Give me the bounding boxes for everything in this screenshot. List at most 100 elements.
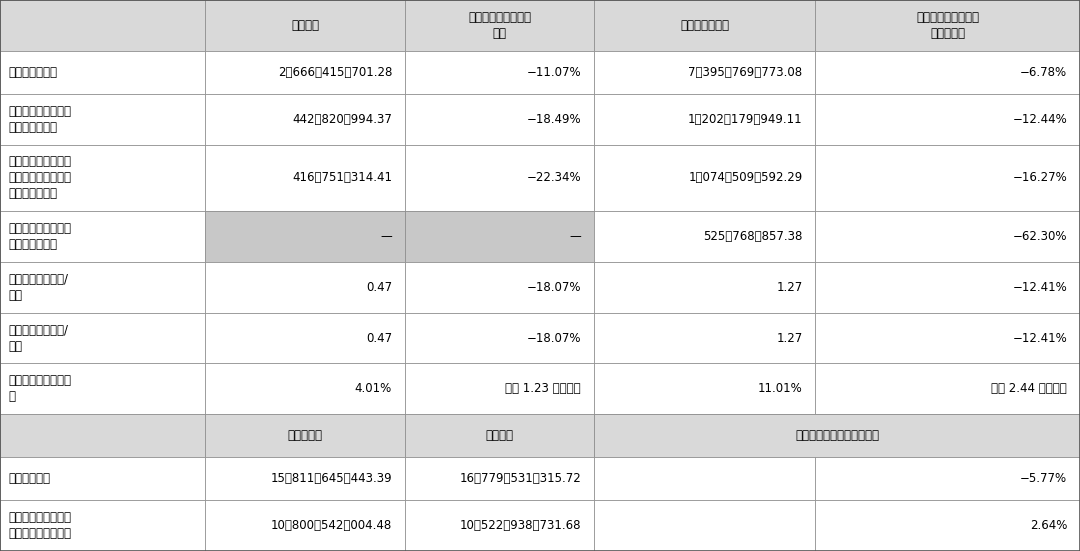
Bar bbox=[405, 262, 594, 312]
Bar bbox=[815, 500, 1080, 551]
Text: −5.77%: −5.77% bbox=[1020, 472, 1067, 485]
Text: 本报告期比上年同期
增减: 本报告期比上年同期 增减 bbox=[468, 11, 531, 40]
Bar bbox=[815, 144, 1080, 211]
Text: 上年度末: 上年度末 bbox=[486, 429, 513, 442]
Bar bbox=[815, 51, 1080, 94]
Text: −12.41%: −12.41% bbox=[1012, 280, 1067, 294]
Bar bbox=[594, 211, 815, 262]
Bar bbox=[0, 414, 205, 457]
Bar bbox=[405, 0, 594, 51]
Bar bbox=[0, 262, 205, 312]
Text: −22.34%: −22.34% bbox=[526, 171, 581, 184]
Text: 10，800，542，004.48: 10，800，542，004.48 bbox=[271, 519, 392, 532]
Bar bbox=[405, 364, 594, 414]
Bar bbox=[815, 0, 1080, 51]
Bar bbox=[205, 144, 405, 211]
Bar bbox=[205, 414, 405, 457]
Text: −18.07%: −18.07% bbox=[527, 280, 581, 294]
Bar bbox=[594, 94, 815, 144]
Text: 归属于上市公司股东
的扣除非经常性损益
的净利润（元）: 归属于上市公司股东 的扣除非经常性损益 的净利润（元） bbox=[9, 155, 71, 201]
Bar bbox=[405, 94, 594, 144]
Bar bbox=[0, 144, 205, 211]
Bar bbox=[0, 457, 205, 500]
Bar bbox=[815, 364, 1080, 414]
Bar bbox=[815, 312, 1080, 364]
Text: 1，202，179，949.11: 1，202，179，949.11 bbox=[688, 113, 802, 126]
Text: −18.49%: −18.49% bbox=[526, 113, 581, 126]
Text: 7，395，769，773.08: 7，395，769，773.08 bbox=[688, 66, 802, 79]
Bar bbox=[0, 312, 205, 364]
Text: 归属于上市公司股东
的所有者权益（元）: 归属于上市公司股东 的所有者权益（元） bbox=[9, 511, 71, 540]
Text: 15，811，645，443.39: 15，811，645，443.39 bbox=[270, 472, 392, 485]
Bar bbox=[205, 312, 405, 364]
Bar bbox=[0, 94, 205, 144]
Bar bbox=[594, 364, 815, 414]
Bar bbox=[594, 457, 815, 500]
Bar bbox=[815, 414, 1080, 457]
Text: 本报告期末比上年度末增减: 本报告期末比上年度末增减 bbox=[795, 429, 879, 442]
Text: 经营活动产生的现金
流量净额（元）: 经营活动产生的现金 流量净额（元） bbox=[9, 222, 71, 251]
Text: 本报告期末: 本报告期末 bbox=[287, 429, 323, 442]
Bar bbox=[594, 144, 815, 211]
Bar bbox=[205, 500, 405, 551]
Text: 2，666，415，701.28: 2，666，415，701.28 bbox=[278, 66, 392, 79]
Text: −16.27%: −16.27% bbox=[1012, 171, 1067, 184]
Bar bbox=[594, 500, 815, 551]
Bar bbox=[205, 364, 405, 414]
Text: 416，751，314.41: 416，751，314.41 bbox=[292, 171, 392, 184]
Bar bbox=[0, 500, 205, 551]
Text: 442，820，994.37: 442，820，994.37 bbox=[293, 113, 392, 126]
Text: 1.27: 1.27 bbox=[777, 332, 802, 344]
Bar bbox=[205, 457, 405, 500]
Text: 本报告期: 本报告期 bbox=[292, 19, 319, 32]
Bar bbox=[405, 144, 594, 211]
Bar bbox=[594, 51, 815, 94]
Text: 基本每股收益（元/
股）: 基本每股收益（元/ 股） bbox=[9, 273, 69, 302]
Text: −62.30%: −62.30% bbox=[1013, 230, 1067, 243]
Text: 营业收入（元）: 营业收入（元） bbox=[9, 66, 57, 79]
Bar bbox=[205, 0, 405, 51]
Text: —: — bbox=[569, 230, 581, 243]
Text: 16，779，531，315.72: 16，779，531，315.72 bbox=[459, 472, 581, 485]
Bar bbox=[594, 414, 815, 457]
Bar bbox=[405, 457, 594, 500]
Bar bbox=[594, 262, 815, 312]
Bar bbox=[205, 262, 405, 312]
Bar bbox=[405, 211, 594, 262]
Bar bbox=[0, 0, 205, 51]
Text: 稼释每股收益（元/
股）: 稼释每股收益（元/ 股） bbox=[9, 323, 69, 353]
Text: 525，768，857.38: 525，768，857.38 bbox=[703, 230, 802, 243]
Text: 0.47: 0.47 bbox=[366, 332, 392, 344]
Text: 1.27: 1.27 bbox=[777, 280, 802, 294]
Bar bbox=[594, 312, 815, 364]
Bar bbox=[0, 51, 205, 94]
Text: 年初至报告期末: 年初至报告期末 bbox=[680, 19, 729, 32]
Text: −12.41%: −12.41% bbox=[1012, 332, 1067, 344]
Text: 下降 2.44 个百分点: 下降 2.44 个百分点 bbox=[991, 382, 1067, 395]
Text: 年初至报告期末比上
年同期增减: 年初至报告期末比上 年同期增减 bbox=[916, 11, 980, 40]
Bar bbox=[0, 364, 205, 414]
Bar bbox=[0, 211, 205, 262]
Bar bbox=[815, 457, 1080, 500]
Text: −11.07%: −11.07% bbox=[526, 66, 581, 79]
Bar bbox=[594, 414, 1080, 457]
Text: −18.07%: −18.07% bbox=[527, 332, 581, 344]
Text: −6.78%: −6.78% bbox=[1020, 66, 1067, 79]
Text: 11.01%: 11.01% bbox=[758, 382, 802, 395]
Bar bbox=[815, 262, 1080, 312]
Bar bbox=[594, 0, 815, 51]
Bar bbox=[205, 94, 405, 144]
Text: −12.44%: −12.44% bbox=[1012, 113, 1067, 126]
Bar bbox=[205, 211, 405, 262]
Text: 10，522，938，731.68: 10，522，938，731.68 bbox=[460, 519, 581, 532]
Text: 1，074，509，592.29: 1，074，509，592.29 bbox=[688, 171, 802, 184]
Bar bbox=[205, 51, 405, 94]
Bar bbox=[405, 312, 594, 364]
Text: 下降 1.23 个百分点: 下降 1.23 个百分点 bbox=[505, 382, 581, 395]
Text: 归属于上市公司股东
的净利润（元）: 归属于上市公司股东 的净利润（元） bbox=[9, 105, 71, 134]
Text: 0.47: 0.47 bbox=[366, 280, 392, 294]
Text: 2.64%: 2.64% bbox=[1029, 519, 1067, 532]
Bar bbox=[815, 94, 1080, 144]
Bar bbox=[405, 51, 594, 94]
Text: —: — bbox=[380, 230, 392, 243]
